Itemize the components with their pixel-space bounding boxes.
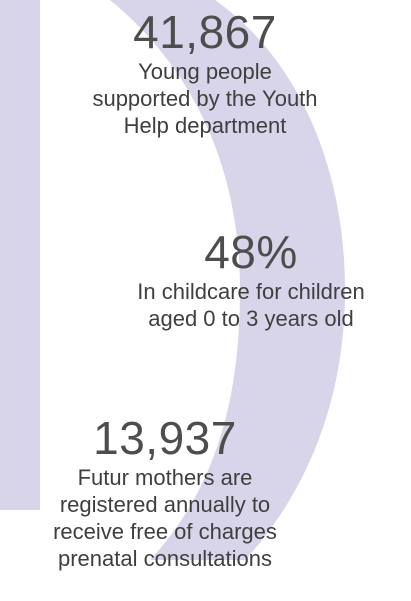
stat-description: Futur mothers are registered annually to…	[0, 464, 330, 572]
stat-value: 48%	[204, 226, 298, 278]
stat-future-mothers: 13,937 Futur mothers are registered annu…	[0, 412, 330, 572]
stat-value: 13,937	[93, 412, 237, 464]
stat-young-people: 41,867 Young people supported by the You…	[40, 6, 370, 139]
stat-description-line: aged 0 to 3 years old	[148, 306, 354, 331]
arc-band-shape	[110, 0, 345, 560]
stat-description-line: supported by the Youth	[92, 86, 318, 111]
stat-description: In childcare for children aged 0 to 3 ye…	[95, 278, 407, 332]
stat-childcare: 48% In childcare for children aged 0 to …	[95, 226, 407, 332]
left-band-shape	[0, 0, 40, 510]
stat-description: Young people supported by the Youth Help…	[40, 58, 370, 139]
stat-description-line: prenatal consultations	[57, 546, 273, 571]
stat-description-line: Help department	[123, 113, 287, 138]
stat-description-line: receive free of charges	[53, 519, 277, 544]
stat-value: 41,867	[133, 6, 277, 58]
stat-description-line: In childcare for children	[137, 279, 365, 304]
stat-description-line: registered annually to	[59, 492, 271, 517]
stat-description-line: Futur mothers are	[77, 465, 253, 490]
stat-description-line: Young people	[138, 59, 272, 84]
